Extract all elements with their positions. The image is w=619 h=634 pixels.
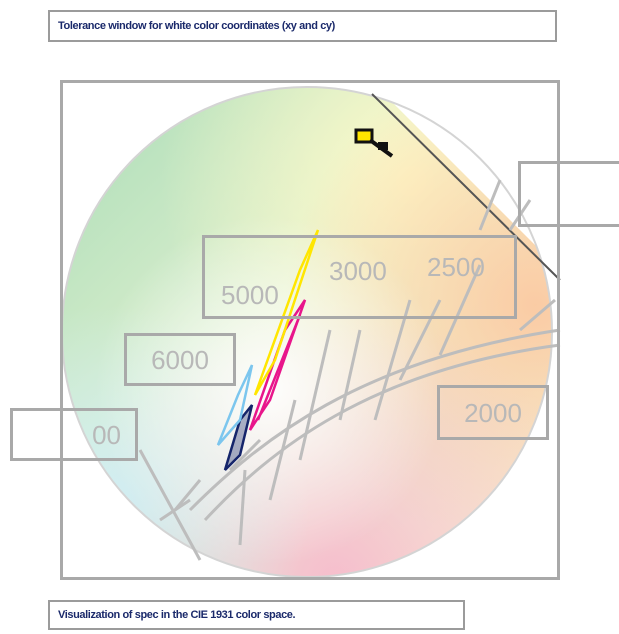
cct-label-2000-box: 2000 xyxy=(437,385,549,440)
tolerance-window-cyan xyxy=(216,364,254,446)
cct-label-partial-box: 00 xyxy=(10,408,138,461)
cct-label-3000-group: 5000 3000 2500 xyxy=(202,235,517,319)
tolerance-window-magenta-inner xyxy=(256,314,302,421)
isotemperature-lines xyxy=(138,179,556,561)
tolerance-windows xyxy=(216,229,320,471)
cct-label-2500: 2500 xyxy=(427,252,485,282)
top-caption-text: Tolerance window for white color coordin… xyxy=(58,20,335,32)
cct-label-6000-box: 6000 xyxy=(124,333,236,386)
tolerance-window-navy xyxy=(223,404,254,471)
top-caption: Tolerance window for white color coordin… xyxy=(48,10,557,42)
zoom-marker-icon xyxy=(354,128,394,158)
empty-callout-box xyxy=(518,161,619,227)
cct-label-partial: 00 xyxy=(92,419,121,450)
tolerance-window-yellow xyxy=(253,229,320,396)
cct-label-3000: 3000 xyxy=(329,256,387,286)
bottom-caption-text: Visualization of spec in the CIE 1931 co… xyxy=(58,609,296,621)
spectral-locus-line xyxy=(371,93,561,281)
cct-label-5000: 5000 xyxy=(221,280,279,310)
cct-label-6000: 6000 xyxy=(151,344,209,375)
bottom-caption: Visualization of spec in the CIE 1931 co… xyxy=(48,600,465,630)
cct-label-2000: 2000 xyxy=(464,397,522,428)
planckian-locus xyxy=(188,328,561,522)
